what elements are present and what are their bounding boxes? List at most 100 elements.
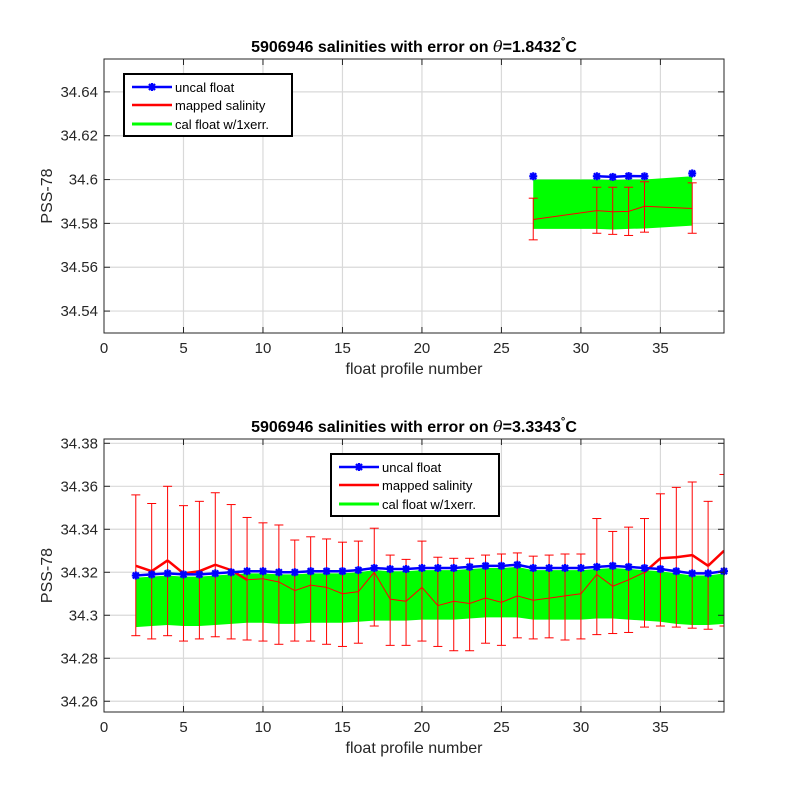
title-prefix: 5906946 salinities with error on [251,39,493,56]
legend-label: cal float w/1xerr. [175,117,269,132]
chart-title: 5906946 salinities with error on θ=3.334… [251,416,577,436]
error-bar [401,558,411,646]
y-tick-label: 34.62 [60,128,98,145]
uncal-point [465,562,474,571]
error-bar [608,186,618,235]
uncal-point [497,561,506,570]
y-tick-label: 34.28 [60,650,98,667]
x-tick-label: 20 [414,719,431,736]
y-tick-label: 34.56 [60,259,98,276]
uncal-point [624,562,633,571]
uncal-point [433,563,442,572]
x-tick-label: 5 [179,719,187,736]
uncal-point [322,567,331,576]
uncal-point [561,563,570,572]
uncal-point [513,560,522,569]
uncal-point [258,567,267,576]
uncal-point [370,563,379,572]
title-unit: C [565,419,577,436]
legend-uncal-marker [355,463,363,471]
mapped-salinity-thin-line [533,205,693,220]
x-tick-label: 5 [179,340,187,357]
x-tick-label: 35 [652,719,669,736]
uncal-point [147,570,156,579]
y-tick-label: 34.32 [60,564,98,581]
uncal-point [545,563,554,572]
title-theta: θ [493,37,503,56]
data-layer [131,473,724,652]
uncal-point [417,563,426,572]
legend-uncal-marker [148,83,156,91]
uncal-point [576,563,585,572]
uncal-point [211,569,220,578]
chart-2: 0 5 10 15 20 25 30 35 34.26 34.28 34.3 34.32 34.34 34… [39,416,728,757]
y-tick-label: 34.6 [69,172,98,189]
x-tick-label: 25 [493,719,510,736]
error-bar [353,540,363,644]
x-tick-label: 10 [255,340,272,357]
uncal-point [306,567,315,576]
title-degree: ° [561,36,565,48]
uncal-point [529,563,538,572]
uncal-point [624,172,633,181]
uncal-point [640,563,649,572]
axes-box [103,438,725,713]
y-axis-label: PSS-78 [39,548,56,603]
uncal-point [672,567,681,576]
legend: uncal float mapped salinity cal float w/1x… [330,453,500,517]
uncal-point [608,561,617,570]
y-tick-label: 34.58 [60,215,98,232]
mapped-salinity-line [135,549,724,581]
ticks: 0 5 10 15 20 25 30 35 34.54 34.56 34.58 34.6 34.62 34… [60,59,724,357]
x-axis-label: float profile number [346,740,484,757]
y-tick-label: 34.38 [60,435,98,452]
uncal-point [163,569,172,578]
error-bar [131,494,141,637]
x-tick-label: 30 [573,340,590,357]
legend-label: mapped salinity [382,478,473,493]
legend-label: cal float w/1xerr. [382,497,476,512]
error-bar [608,530,618,635]
error-bar [433,556,443,647]
uncal-point [338,567,347,576]
ticks: 0 5 10 15 20 25 30 35 34.26 34.28 34.3 34.32 34.34 34… [60,435,724,736]
uncal-point [656,565,665,574]
error-bar [306,536,316,642]
uncal-point [274,568,283,577]
legend-label: mapped salinity [175,98,266,113]
x-tick-label: 15 [334,340,351,357]
y-tick-label: 34.36 [60,478,98,495]
uncal-point [243,567,252,576]
error-bar [719,473,724,627]
y-tick-label: 34.54 [60,303,98,320]
error-bar [640,181,650,233]
error-bar [258,522,268,642]
uncal-point [195,570,204,579]
title-prefix: 5906946 salinities with error on [251,419,493,436]
uncal-point [179,570,188,579]
y-tick-label: 34.26 [60,693,98,710]
x-tick-label: 10 [255,719,272,736]
uncal-point [386,565,395,574]
title-value: =1.8432 [503,39,561,56]
title-unit: C [565,39,577,56]
error-bar [274,524,284,645]
x-axis-label: float profile number [346,361,484,378]
uncal-point [529,172,538,181]
y-tick-label: 34.3 [69,607,98,624]
x-tick-label: 35 [652,340,669,357]
uncal-point [481,561,490,570]
x-tick-label: 25 [493,340,510,357]
uncal-float-markers [529,169,697,181]
uncal-point [592,562,601,571]
y-tick-label: 34.64 [60,84,98,101]
uncal-point [592,172,601,181]
uncal-point [449,563,458,572]
axes-box [103,58,725,334]
uncal-point [402,565,411,574]
x-tick-label: 0 [100,340,108,357]
x-tick-label: 30 [573,719,590,736]
chart-1: 0 5 10 15 20 25 30 35 34.54 34.56 34.58 34.6 34.62 34… [39,36,725,378]
uncal-point [227,568,236,577]
